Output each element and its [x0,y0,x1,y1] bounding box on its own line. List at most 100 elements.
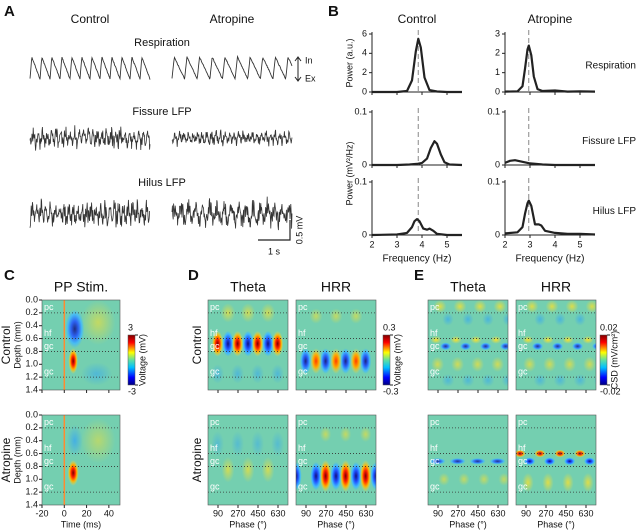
y-tick-label: 0.8 [25,461,38,471]
y-tick-label: 0 [495,159,500,169]
axis-label: Frequency (Hz) [516,254,585,265]
layer-label: hf [430,328,438,338]
y-tick-label: 0.8 [25,346,38,356]
scale-bar [258,220,291,241]
column-title: Control [71,12,110,26]
colorbar-label: Voltage (mV) [392,334,402,386]
heat-blob [370,461,376,491]
heat-blob [441,373,455,387]
heat-blob [329,308,343,324]
layer-label: pc [210,302,220,312]
column-title: Theta [230,279,266,295]
heat-blob [522,472,534,493]
heat-blob [81,362,113,386]
heatmap [296,415,376,505]
heat-blob [320,460,332,493]
y-tick-label: 0.1 [354,176,367,186]
colorbar-tick-label: -0.3 [383,386,399,396]
layer-label: hf [518,328,526,338]
layer-label: gc [430,367,440,377]
layer-label: gc [430,341,440,351]
y-tick-label: 1 [495,67,500,77]
y-tick-label: 0 [362,159,367,169]
heat-blob [451,356,464,372]
layer-label: gc [44,367,54,377]
heat-blob [231,431,245,457]
heat-blob [252,330,264,357]
heatmap-border [207,299,289,391]
heat-blob [574,312,586,326]
x-tick-label: 5 [444,239,449,249]
heat-blob [241,456,255,483]
heat-blob [65,309,85,349]
y-tick-label: 0.1 [487,106,500,116]
layer-label: pc [430,302,440,312]
heat-blob [221,456,235,483]
layer-label: gc [298,367,308,377]
colorbar-tick-label: -3 [128,386,136,396]
x-tick-label: 4 [419,239,424,249]
heatmap [428,300,508,390]
heat-blob [545,300,559,313]
arrow-label: Ex [305,73,316,83]
x-tick-label: 90 [521,508,531,518]
heatmap-border [295,414,377,506]
heat-blob [482,312,494,326]
layer-label: pc [44,417,54,427]
heat-blob [565,300,579,313]
panel-label: C [4,267,15,284]
x-tick-label: 0 [62,508,67,518]
series-label: Hilus LFP [593,206,637,217]
heat-blob [470,336,482,344]
heat-blob [534,312,546,326]
heatmap [208,300,288,390]
heat-blob [593,375,596,386]
y-tick-label: 3 [495,28,500,38]
row-title: Atropine [190,437,204,482]
heatmap [516,300,596,390]
y-tick-label: 1.0 [25,359,38,369]
heatmap-border [427,299,509,391]
heat-blob [442,312,454,326]
layer-label: gc [298,456,308,466]
heat-blob [429,458,446,465]
heat-blob [340,348,352,374]
axis-label: Time (ms) [61,519,101,529]
heat-blob [320,426,332,442]
heat-blob [360,460,372,493]
heat-blob [438,472,450,486]
y-tick-label: 4 [362,48,367,58]
row-title: Control [190,326,204,365]
layer-label: hf [210,328,218,338]
column-title: Theta [450,279,486,295]
axis-label: Power (mV²/Hz) [344,141,354,205]
heat-blob [564,457,576,466]
colorbar-tick-label: 0.3 [383,322,396,332]
layer-label: pc [298,417,308,427]
spectrum-line [371,218,462,237]
x-tick-label: 5 [577,239,582,249]
y-tick-label: 0 [495,229,500,239]
layer-label: hf [430,443,438,453]
heatmap-border [295,299,377,391]
panel-label: B [328,3,339,20]
heatmap [208,415,288,505]
trace [29,198,150,228]
heat-blob [242,330,254,357]
series-label: Respiration [585,61,636,72]
heat-blob [309,308,323,324]
layer-label: hf [210,443,218,453]
layer-label: gc [518,341,528,351]
heat-blob [554,312,566,326]
heat-blob [491,356,504,372]
layer-label: gc [430,456,440,466]
heat-blob [582,472,594,493]
heat-blob [502,312,508,326]
panel-label: E [414,267,424,284]
heat-blob [81,300,116,345]
heat-blob [449,458,466,465]
heat-blob [532,342,544,351]
panel-label: D [188,267,199,284]
heat-blob [211,364,225,384]
